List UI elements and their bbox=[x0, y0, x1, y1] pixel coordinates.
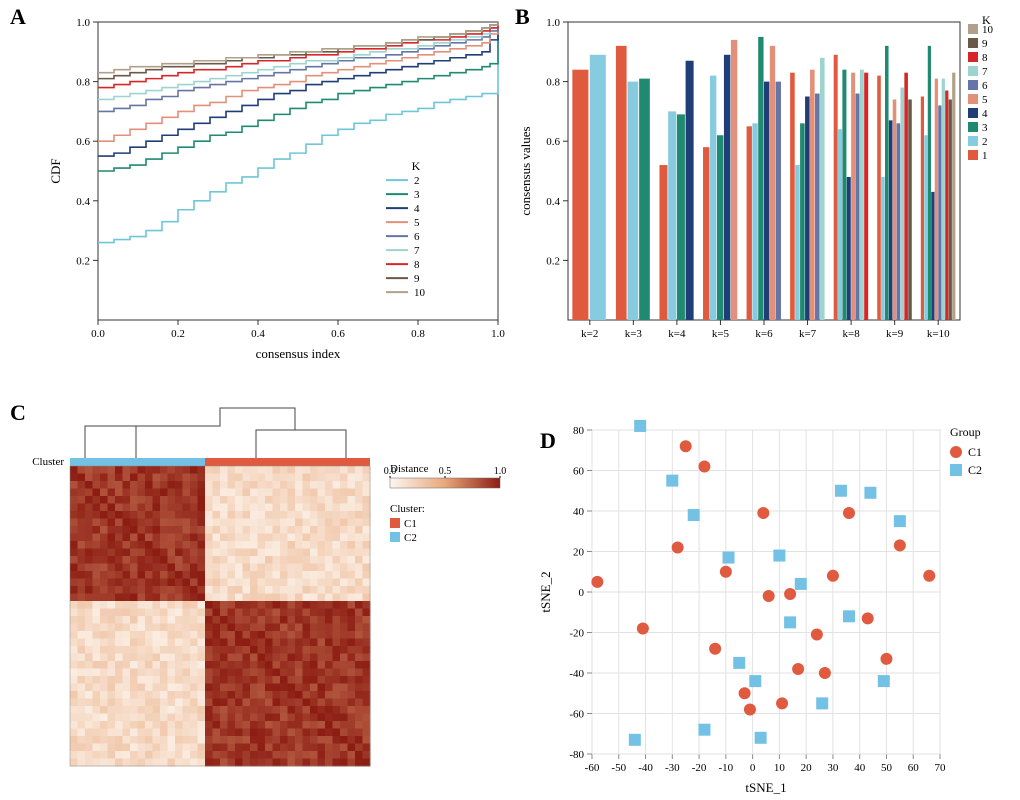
svg-text:0.0: 0.0 bbox=[91, 328, 105, 340]
svg-text:C1: C1 bbox=[968, 445, 982, 459]
svg-text:C2: C2 bbox=[404, 532, 417, 544]
svg-text:10: 10 bbox=[414, 287, 426, 299]
svg-text:8: 8 bbox=[982, 52, 988, 64]
svg-text:3: 3 bbox=[982, 122, 988, 134]
svg-text:-60: -60 bbox=[585, 762, 600, 774]
svg-text:k=5: k=5 bbox=[712, 328, 730, 340]
svg-text:9: 9 bbox=[414, 273, 420, 285]
svg-text:0.8: 0.8 bbox=[411, 328, 425, 340]
svg-text:3: 3 bbox=[414, 189, 420, 201]
svg-text:0.6: 0.6 bbox=[331, 328, 345, 340]
svg-text:0.4: 0.4 bbox=[76, 196, 90, 208]
svg-text:7: 7 bbox=[982, 66, 988, 78]
svg-text:6: 6 bbox=[414, 231, 420, 243]
figure-root: A B C D 0.00.20.40.60.81.00.20.40.60.81.… bbox=[0, 0, 1020, 800]
svg-text:1.0: 1.0 bbox=[546, 17, 560, 29]
svg-text:5: 5 bbox=[982, 94, 988, 106]
svg-text:0.4: 0.4 bbox=[546, 196, 560, 208]
svg-text:C1: C1 bbox=[404, 518, 417, 530]
svg-text:40: 40 bbox=[854, 762, 866, 774]
svg-text:60: 60 bbox=[908, 762, 920, 774]
consensus-heatmap: ClusterDistance0.00.51.0Cluster:C1C2 bbox=[10, 400, 530, 800]
svg-text:10: 10 bbox=[774, 762, 786, 774]
svg-text:0.6: 0.6 bbox=[546, 136, 560, 148]
svg-text:0: 0 bbox=[579, 587, 585, 599]
svg-text:consensus index: consensus index bbox=[256, 346, 341, 361]
svg-text:7: 7 bbox=[414, 245, 420, 257]
svg-text:0: 0 bbox=[750, 762, 756, 774]
svg-text:k=6: k=6 bbox=[755, 328, 773, 340]
panel-label-a: A bbox=[10, 4, 26, 30]
svg-text:k=7: k=7 bbox=[799, 328, 817, 340]
svg-text:-30: -30 bbox=[665, 762, 680, 774]
svg-text:-20: -20 bbox=[569, 628, 584, 640]
svg-text:0.2: 0.2 bbox=[171, 328, 185, 340]
svg-text:-50: -50 bbox=[611, 762, 626, 774]
svg-text:20: 20 bbox=[801, 762, 813, 774]
svg-text:CDF: CDF bbox=[48, 158, 63, 183]
svg-text:0.8: 0.8 bbox=[546, 77, 560, 89]
svg-text:k=8: k=8 bbox=[843, 328, 861, 340]
svg-text:-40: -40 bbox=[569, 668, 584, 680]
svg-text:0.5: 0.5 bbox=[439, 466, 452, 477]
svg-text:-40: -40 bbox=[638, 762, 653, 774]
svg-text:k=10: k=10 bbox=[927, 328, 950, 340]
svg-text:Cluster: Cluster bbox=[32, 456, 64, 468]
tsne-scatter: -60-50-40-30-20-10010203040506070-80-60-… bbox=[530, 410, 1020, 800]
svg-text:k=9: k=9 bbox=[886, 328, 904, 340]
svg-text:2: 2 bbox=[982, 136, 988, 148]
svg-text:4: 4 bbox=[414, 203, 420, 215]
svg-text:k=2: k=2 bbox=[581, 328, 598, 340]
svg-text:-60: -60 bbox=[569, 709, 584, 721]
svg-text:1.0: 1.0 bbox=[491, 328, 505, 340]
svg-text:-80: -80 bbox=[569, 749, 584, 761]
svg-text:8: 8 bbox=[414, 259, 420, 271]
svg-text:0.2: 0.2 bbox=[76, 255, 90, 267]
svg-text:k=4: k=4 bbox=[668, 328, 686, 340]
svg-text:5: 5 bbox=[414, 217, 420, 229]
svg-text:0.0: 0.0 bbox=[384, 466, 397, 477]
svg-text:consensus values: consensus values bbox=[518, 126, 533, 215]
svg-text:1: 1 bbox=[982, 150, 988, 162]
svg-text:9: 9 bbox=[982, 38, 988, 50]
cdf-line-chart: 0.0 0.2 0.4 0.6 0.8 1.0 0.2 0.4 0.6 0.8 1.0 consens… bbox=[40, 8, 510, 368]
svg-text:6: 6 bbox=[982, 80, 988, 92]
consensus-bar-chart: 0.2 0.4 0.6 0.8 1.0 consensus values k=2 k=3 k=4… bbox=[510, 8, 1020, 368]
svg-text:80: 80 bbox=[573, 425, 585, 437]
svg-text:tSNE_1: tSNE_1 bbox=[745, 780, 786, 795]
svg-text:2: 2 bbox=[414, 175, 420, 187]
svg-text:tSNE_2: tSNE_2 bbox=[538, 571, 553, 612]
svg-text:70: 70 bbox=[935, 762, 947, 774]
svg-text:1.0: 1.0 bbox=[494, 466, 507, 477]
svg-text:C2: C2 bbox=[968, 463, 982, 477]
svg-text:20: 20 bbox=[573, 547, 585, 559]
svg-text:30: 30 bbox=[827, 762, 839, 774]
svg-text:0.2: 0.2 bbox=[546, 255, 560, 267]
svg-text:60: 60 bbox=[573, 466, 585, 478]
svg-text:10: 10 bbox=[982, 24, 994, 36]
svg-text:50: 50 bbox=[881, 762, 893, 774]
svg-text:0.4: 0.4 bbox=[251, 328, 265, 340]
svg-text:K: K bbox=[412, 159, 421, 173]
svg-text:k=3: k=3 bbox=[625, 328, 643, 340]
svg-text:4: 4 bbox=[982, 108, 988, 120]
svg-text:1.0: 1.0 bbox=[76, 17, 90, 29]
svg-text:0.8: 0.8 bbox=[76, 77, 90, 89]
svg-text:40: 40 bbox=[573, 506, 585, 518]
svg-text:Group: Group bbox=[950, 425, 981, 439]
svg-text:Cluster:: Cluster: bbox=[390, 503, 425, 515]
svg-text:0.6: 0.6 bbox=[76, 136, 90, 148]
svg-text:-20: -20 bbox=[692, 762, 707, 774]
svg-text:-10: -10 bbox=[719, 762, 734, 774]
